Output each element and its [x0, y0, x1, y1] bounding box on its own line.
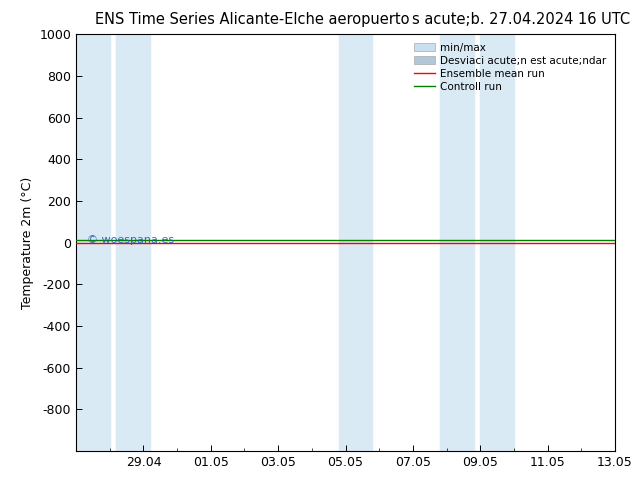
Bar	[76, 34, 110, 451]
Text: ENS Time Series Alicante-Elche aeropuerto: ENS Time Series Alicante-Elche aeropuert…	[95, 12, 410, 27]
Legend: min/max, Desviaci acute;n est acute;ndar, Ensemble mean run, Controll run: min/max, Desviaci acute;n est acute;ndar…	[411, 40, 610, 95]
Text: © woespana.es: © woespana.es	[87, 236, 174, 245]
Bar	[339, 34, 373, 451]
Bar	[440, 34, 474, 451]
Y-axis label: Temperature 2m (°C): Temperature 2m (°C)	[21, 176, 34, 309]
Bar	[117, 34, 150, 451]
Text: s acute;b. 27.04.2024 16 UTC: s acute;b. 27.04.2024 16 UTC	[412, 12, 630, 27]
Bar	[480, 34, 514, 451]
